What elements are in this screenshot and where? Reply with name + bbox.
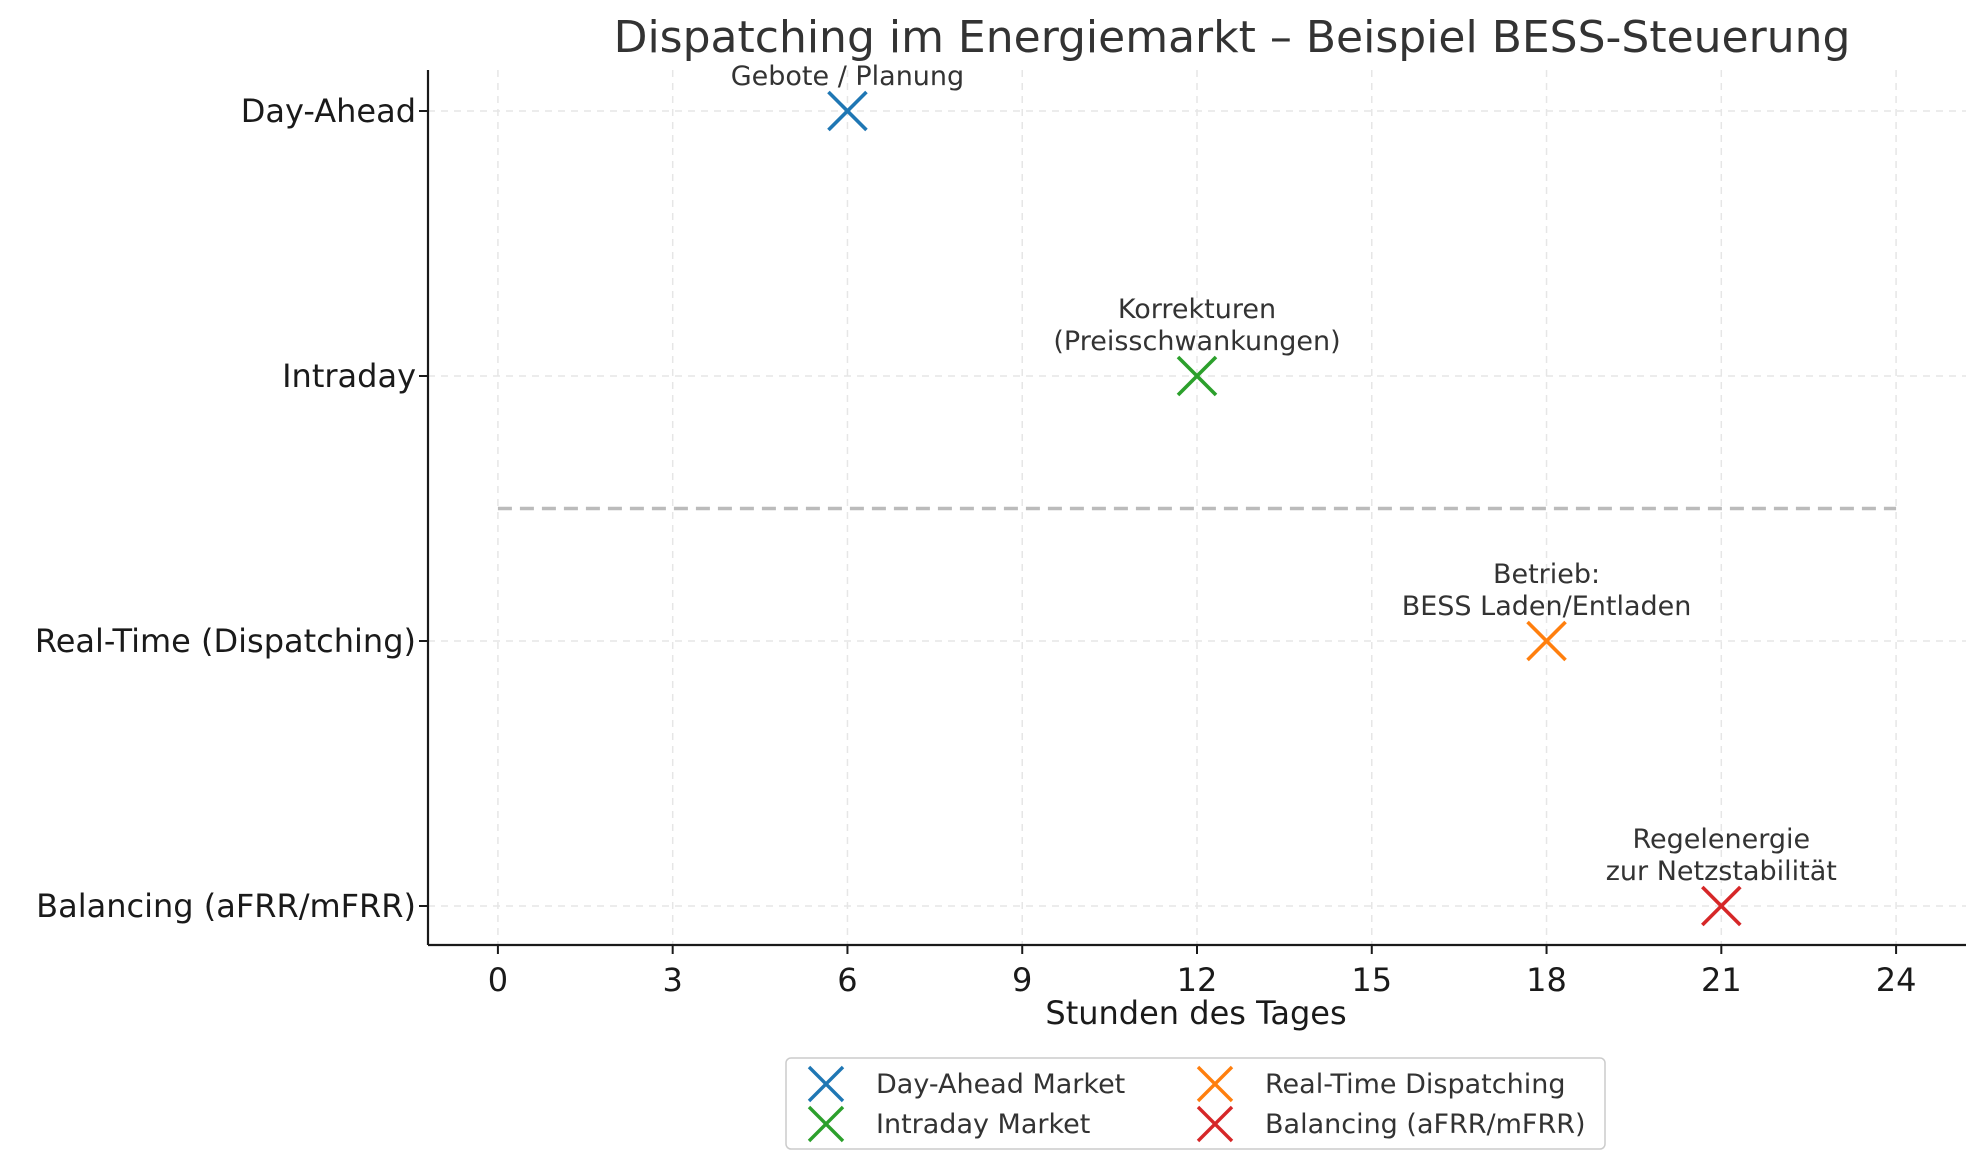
legend-marker <box>1196 1105 1234 1143</box>
legend-label: Intraday Market <box>876 1109 1090 1140</box>
chart-title: Dispatching im Energiemarkt – Beispiel B… <box>614 12 1851 63</box>
legend-marker <box>807 1065 845 1103</box>
annotation-line: Korrekturen <box>1118 294 1276 325</box>
annotation-line: zur Netzstabilität <box>1606 856 1837 887</box>
x-tick-label: 18 <box>1526 961 1567 999</box>
annotation-line: (Preisschwankungen) <box>1053 326 1340 357</box>
point-annotation: Regelenergie zur Netzstabilität <box>1606 824 1837 887</box>
x-axis-label: Stunden des Tages <box>1045 994 1346 1032</box>
data-point <box>1176 355 1218 397</box>
legend-marker <box>807 1105 845 1143</box>
legend-marker-stroke-b <box>807 1105 845 1143</box>
legend: Day-Ahead Market Intraday Market Real-Time… <box>785 1057 1606 1150</box>
x-tick-label: 9 <box>1012 961 1032 999</box>
point-annotation: Gebote / Planung <box>731 61 964 92</box>
data-point-stroke-b <box>1176 355 1218 397</box>
x-tick-label: 12 <box>1177 961 1218 999</box>
y-tick-label: Day-Ahead <box>241 92 416 130</box>
x-tick-label: 15 <box>1351 961 1392 999</box>
legend-label: Real-Time Dispatching <box>1265 1069 1565 1100</box>
annotations: Gebote / Planung Korrekturen (Preisschwank… <box>731 61 1837 887</box>
axes: 0 3 6 9 12 15 18 21 24 Day-Ahead Intraday Real-Time… <box>35 70 1966 999</box>
data-point <box>827 90 868 132</box>
x-tick-label: 21 <box>1701 961 1742 999</box>
data-marks <box>827 90 1742 927</box>
y-tick-label: Balancing (aFRR/mFRR) <box>36 887 416 925</box>
y-tick-label: Real-Time (Dispatching) <box>35 622 416 660</box>
legend-marker-stroke-b <box>807 1065 845 1103</box>
data-point <box>1701 885 1742 927</box>
x-tick-label: 0 <box>488 961 508 999</box>
legend-marker <box>1196 1065 1234 1103</box>
annotation-line: Regelenergie <box>1633 824 1811 855</box>
point-annotation: Korrekturen (Preisschwankungen) <box>1053 294 1340 357</box>
annotation-line: BESS Laden/Entladen <box>1402 591 1692 622</box>
x-tick-label: 6 <box>837 961 857 999</box>
x-tick-label: 3 <box>663 961 683 999</box>
x-tick-label: 24 <box>1876 961 1917 999</box>
legend-label: Day-Ahead Market <box>876 1069 1125 1100</box>
legend-label: Balancing (aFRR/mFRR) <box>1265 1109 1586 1140</box>
data-point-stroke-b <box>1526 620 1567 662</box>
data-point <box>1526 620 1567 662</box>
legend-marker-stroke-b <box>1196 1105 1234 1143</box>
data-point-stroke-b <box>827 90 868 132</box>
point-annotation: Betrieb: BESS Laden/Entladen <box>1402 559 1692 622</box>
legend-marker-stroke-b <box>1196 1065 1234 1103</box>
annotation-line: Gebote / Planung <box>731 61 964 92</box>
y-tick-label: Intraday <box>282 357 416 395</box>
annotation-line: Betrieb: <box>1493 559 1600 590</box>
data-point-stroke-b <box>1701 885 1742 927</box>
legend-box <box>785 1057 1606 1150</box>
